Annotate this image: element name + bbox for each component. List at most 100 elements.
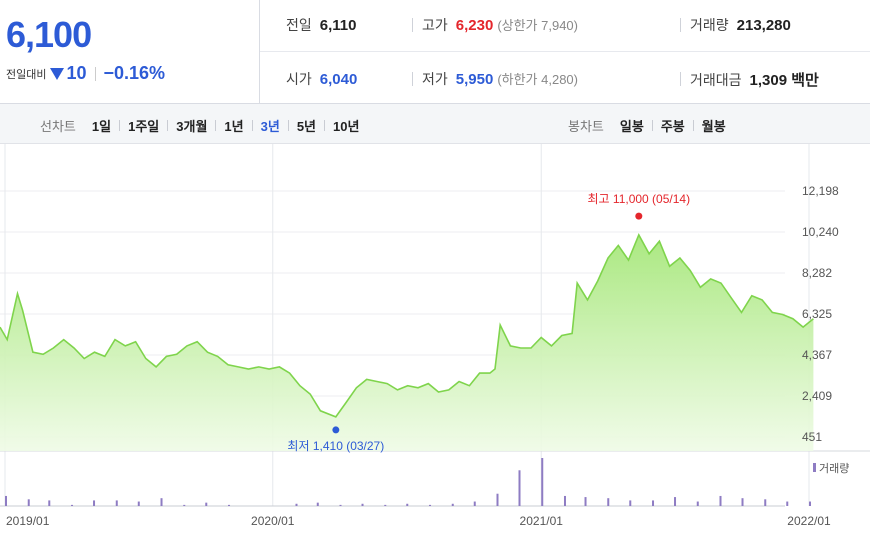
tab-divider: [215, 120, 217, 131]
low-value: 5,950: [455, 71, 494, 88]
high-annotation: 최고 11,000 (05/14): [588, 192, 691, 206]
volume-bar: [27, 499, 30, 506]
price-chart: 12,198 10,240 8,282 6,325 4,367 2,409 451 최고 1…: [0, 144, 870, 528]
line-chart-tab-0[interactable]: 1일: [91, 119, 112, 134]
high-point-marker: [635, 212, 643, 220]
volume-legend-swatch: [813, 463, 816, 472]
volume-bar: [607, 498, 610, 506]
volume-bar: [137, 501, 140, 506]
volume-bar: [183, 504, 186, 506]
price-area: [0, 234, 814, 451]
stat-low: 저가 5,950 (하한가 4,280): [422, 69, 578, 89]
volume-bar: [719, 495, 722, 506]
volume-bar: [228, 504, 231, 506]
low-label: 저가: [422, 71, 448, 87]
stat-prev-close: 전일 6,110: [286, 15, 356, 35]
volume-bar: [518, 470, 521, 506]
stat-amount: 거래대금 1,309 백만: [690, 69, 819, 90]
open-label: 시가: [286, 71, 312, 87]
prev-close-label: 전일: [286, 17, 312, 33]
volume-bar: [674, 497, 677, 506]
volume-bar: [451, 503, 454, 506]
open-value: 6,040: [319, 71, 358, 88]
y-tick-label: 12,198: [802, 184, 839, 198]
volume-bars: 거래량: [5, 458, 849, 506]
change-label: 전일대비: [6, 68, 47, 81]
stat-high: 고가 6,230 (상한가 7,940): [422, 15, 578, 35]
volume-bar: [541, 458, 544, 506]
line-chart-tab-4[interactable]: 3년: [260, 119, 280, 134]
volume-bar: [563, 495, 566, 506]
volume-bar: [5, 495, 7, 506]
line-chart-tab-5[interactable]: 5년: [296, 119, 317, 134]
candle-chart-label: 봉차트: [568, 119, 604, 134]
volume-bar: [809, 501, 811, 506]
price-box: 6,100 전일대비 10 −0.16%: [0, 0, 260, 104]
line-chart-tab-6[interactable]: 10년: [333, 119, 360, 134]
volume-value: 213,280: [736, 17, 791, 34]
amount-value: 1,309 백만: [749, 72, 819, 89]
volume-bar: [295, 503, 298, 506]
stat-open: 시가 6,040: [286, 69, 357, 89]
candle-chart-tabs: 봉차트 일봉 주봉 월봉: [568, 116, 726, 135]
volume-bar: [48, 500, 51, 506]
volume-bar: [93, 500, 96, 506]
candle-chart-tab-1[interactable]: 주봉: [660, 119, 685, 134]
divider: [412, 72, 413, 86]
volume-bar: [786, 501, 789, 506]
lower-limit: (하한가 4,280): [497, 72, 578, 87]
quote-panel: 6,100 전일대비 10 −0.16% 전일 6,110 고가 6,230 (…: [0, 0, 870, 104]
y-tick-label: 10,240: [802, 225, 839, 239]
y-axis-labels: 12,198 10,240 8,282 6,325 4,367 2,409 451: [802, 184, 839, 444]
stat-volume: 거래량 213,280: [690, 15, 791, 35]
line-chart-tab-2[interactable]: 3개월: [176, 119, 208, 134]
line-chart-label: 선차트: [40, 119, 76, 134]
x-tick-label: 2019/01: [6, 514, 50, 528]
volume-label: 거래량: [690, 17, 729, 33]
volume-legend: 거래량: [819, 462, 849, 475]
volume-bar: [652, 500, 655, 506]
volume-bar: [71, 504, 74, 506]
stats-grid: 전일 6,110 고가 6,230 (상한가 7,940) 거래량 213,28…: [260, 0, 870, 104]
volume-bar: [741, 498, 744, 506]
low-point-marker: [332, 426, 340, 434]
x-tick-label: 2020/01: [251, 514, 295, 528]
x-tick-label: 2022/01: [787, 514, 831, 528]
line-chart-tab-1[interactable]: 1주일: [128, 119, 160, 134]
volume-bar: [115, 500, 118, 506]
volume-bar: [384, 504, 387, 506]
amount-label: 거래대금: [690, 72, 742, 88]
volume-bar: [361, 503, 364, 506]
y-tick-label: 8,282: [802, 266, 832, 280]
change-divider: [94, 66, 96, 81]
change-row: 전일대비 10 −0.16%: [6, 63, 165, 84]
tab-divider: [287, 120, 289, 131]
volume-bar: [205, 502, 208, 506]
volume-bar: [406, 503, 409, 506]
upper-limit: (상한가 7,940): [497, 18, 578, 33]
candle-chart-tab-0[interactable]: 일봉: [619, 119, 644, 134]
candle-chart-tab-2[interactable]: 월봉: [701, 119, 726, 134]
tab-divider: [251, 120, 253, 131]
tab-divider: [692, 120, 694, 131]
volume-bar: [316, 502, 319, 506]
volume-bar: [160, 498, 163, 506]
high-label: 고가: [422, 17, 448, 33]
low-annotation: 최저 1,410 (03/27): [287, 439, 384, 453]
current-price: 6,100: [6, 14, 92, 55]
tab-divider: [651, 120, 653, 131]
volume-bar: [696, 501, 699, 506]
line-chart-tab-3[interactable]: 1년: [224, 119, 244, 134]
volume-bar: [339, 504, 342, 506]
divider: [680, 72, 681, 86]
chart-annotations: 최고 11,000 (05/14) 최저 1,410 (03/27): [287, 192, 690, 453]
change-percent: −0.16%: [103, 63, 166, 83]
x-axis-labels: 2019/01 2020/01 2021/01 2022/01: [6, 514, 831, 528]
prev-close-value: 6,110: [319, 17, 357, 34]
tab-divider: [324, 120, 326, 131]
x-tick-label: 2021/01: [520, 514, 564, 528]
chart-tab-bar: 선차트 1일 1주일 3개월 1년 3년 5년 10년 봉차트 일봉 주봉 월봉: [0, 104, 870, 144]
volume-bar: [629, 500, 632, 506]
y-tick-label: 451: [802, 430, 822, 444]
volume-bar: [429, 504, 432, 506]
